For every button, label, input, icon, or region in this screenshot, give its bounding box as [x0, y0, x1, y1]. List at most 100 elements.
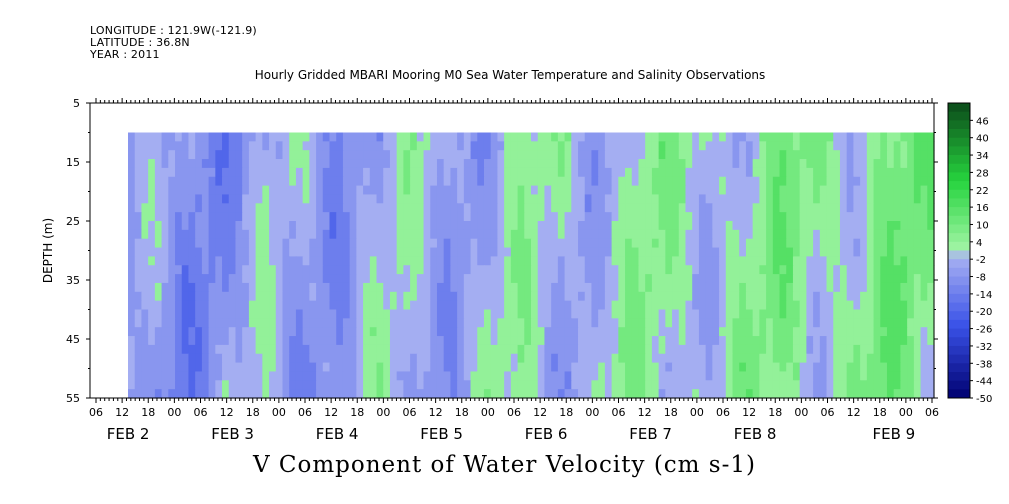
heatmap-cell	[907, 274, 915, 284]
heatmap-cell	[578, 291, 586, 302]
heatmap-cell	[557, 344, 566, 355]
heatmap-cell	[819, 353, 828, 364]
heatmap-cell	[886, 150, 895, 160]
heatmap-cell	[907, 150, 915, 160]
heatmap-cell	[262, 336, 270, 346]
heatmap-cell	[457, 336, 465, 346]
heatmap-cell	[819, 282, 828, 293]
heatmap-cell	[188, 282, 196, 293]
heatmap-cell	[524, 203, 532, 213]
heatmap-cell	[416, 176, 425, 187]
heatmap-cell	[625, 309, 633, 319]
heatmap-cell	[336, 389, 344, 399]
heatmap-cell	[322, 132, 331, 142]
heatmap-cell	[584, 221, 593, 231]
heatmap-cell	[813, 194, 821, 204]
heatmap-cell	[792, 291, 801, 302]
heatmap-cell	[806, 256, 814, 266]
heatmap-cell	[262, 318, 270, 328]
heatmap-cell	[181, 256, 190, 266]
heatmap-cell	[376, 221, 384, 231]
heatmap-cell	[416, 194, 425, 204]
heatmap-cell	[886, 167, 895, 178]
heatmap-cell	[383, 318, 391, 328]
heatmap-cell	[416, 380, 425, 390]
heatmap-cell	[342, 318, 351, 328]
heatmap-cell	[504, 380, 512, 390]
heatmap-cell	[295, 265, 304, 275]
heatmap-cell	[813, 132, 821, 142]
heatmap-cell	[732, 282, 740, 293]
heatmap-cell	[813, 247, 821, 257]
heatmap-cell	[497, 265, 505, 275]
heatmap-cell	[463, 256, 472, 266]
heatmap-cell	[531, 327, 539, 337]
heatmap-cell	[712, 221, 720, 231]
heatmap-cell	[248, 336, 257, 346]
heatmap-cell	[591, 229, 599, 240]
heatmap-cell	[725, 159, 734, 169]
heatmap-cell	[537, 150, 546, 160]
heatmap-cell	[282, 141, 290, 151]
heatmap-cell	[772, 238, 781, 249]
heatmap-cell	[725, 194, 734, 204]
x-axis-title: V Component of Water Velocity (cm s-1)	[253, 452, 756, 478]
heatmap-cell	[833, 274, 841, 284]
heatmap-cell	[806, 300, 814, 311]
heatmap-cell	[369, 229, 378, 240]
heatmap-cell	[839, 141, 848, 151]
heatmap-cell	[860, 256, 868, 266]
heatmap-cell	[410, 371, 418, 381]
heatmap-cell	[497, 238, 505, 249]
heatmap-cell	[168, 212, 176, 222]
heatmap-cell	[537, 282, 546, 293]
heatmap-cell	[282, 238, 290, 249]
heatmap-cell	[645, 353, 653, 364]
heatmap-cell	[255, 150, 263, 160]
heatmap-cell	[725, 247, 734, 257]
heatmap-cell	[322, 274, 331, 284]
heatmap-cell	[457, 282, 465, 293]
heatmap-cell	[269, 309, 277, 319]
heatmap-cell	[873, 300, 881, 311]
heatmap-cell	[799, 141, 807, 151]
heatmap-cell	[799, 327, 807, 337]
heatmap-cell	[208, 167, 216, 178]
heatmap-cell	[893, 247, 902, 257]
heatmap-cell	[631, 150, 640, 160]
heatmap-cell	[363, 247, 371, 257]
heatmap-cell	[248, 150, 257, 160]
heatmap-cell	[692, 256, 700, 266]
heatmap-cell	[766, 371, 774, 381]
heatmap-cell	[369, 309, 378, 319]
heatmap-cell	[672, 247, 680, 257]
heatmap-cell	[369, 194, 378, 204]
heatmap-cell	[215, 132, 223, 142]
heatmap-cell	[208, 203, 216, 213]
heatmap-cell	[423, 309, 431, 319]
heatmap-cell	[235, 327, 243, 337]
heatmap-cell	[531, 274, 539, 284]
heatmap-cell	[584, 256, 593, 266]
heatmap-cell	[913, 344, 922, 355]
heatmap-cell	[309, 132, 317, 142]
heatmap-cell	[819, 336, 828, 346]
heatmap-cell	[195, 256, 203, 266]
heatmap-cell	[242, 150, 250, 160]
heatmap-cell	[242, 282, 250, 293]
heatmap-cell	[248, 274, 257, 284]
heatmap-cell	[692, 132, 700, 142]
heatmap-cell	[201, 221, 210, 231]
heatmap-cell	[255, 389, 263, 399]
heatmap-cell	[672, 150, 680, 160]
heatmap-cell	[725, 238, 734, 249]
heatmap-cell	[336, 274, 344, 284]
heatmap-cell	[591, 247, 599, 257]
heatmap-cell	[833, 229, 841, 240]
heatmap-cell	[141, 309, 149, 319]
heatmap-cell	[618, 150, 626, 160]
heatmap-cell	[302, 282, 310, 293]
colorbar-segment	[948, 163, 970, 173]
colorbar-segment	[948, 189, 970, 199]
heatmap-cell	[275, 159, 284, 169]
